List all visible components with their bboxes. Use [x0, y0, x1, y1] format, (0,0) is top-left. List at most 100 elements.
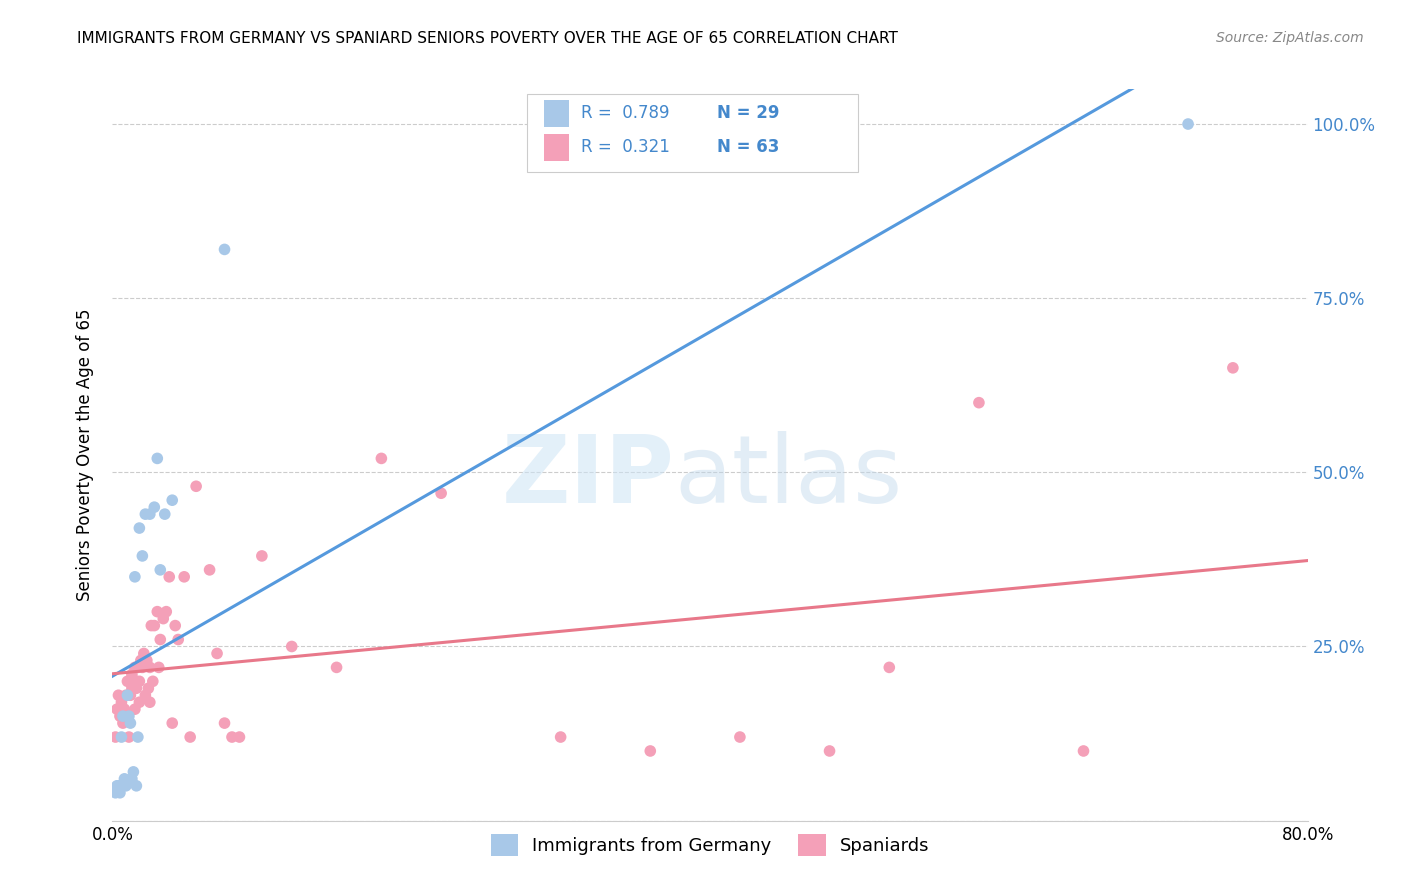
Point — [1222, 360, 1244, 375]
Point — [128, 674, 150, 689]
Point — [108, 786, 131, 800]
Point — [110, 779, 132, 793]
Y-axis label: Seniors Poverty Over the Age of 65: Seniors Poverty Over the Age of 65 — [76, 309, 94, 601]
Point — [550, 730, 572, 744]
Point — [107, 779, 129, 793]
Point — [124, 660, 146, 674]
Point — [139, 660, 162, 674]
Point — [155, 605, 177, 619]
Point — [138, 681, 160, 696]
Point — [129, 653, 152, 667]
Point — [132, 647, 155, 661]
Point — [122, 674, 145, 689]
Point — [728, 730, 751, 744]
Point — [228, 730, 250, 744]
Point — [128, 521, 150, 535]
Point — [139, 507, 162, 521]
Point — [120, 688, 142, 702]
Point — [167, 632, 190, 647]
Point — [117, 674, 139, 689]
Point — [111, 779, 134, 793]
Point — [250, 549, 273, 563]
Point — [135, 653, 157, 667]
Point — [214, 716, 236, 731]
Point — [121, 681, 143, 696]
Point — [114, 702, 135, 716]
Point — [120, 716, 142, 731]
Point — [146, 605, 169, 619]
Point — [105, 702, 128, 716]
Text: atlas: atlas — [675, 431, 903, 523]
Point — [186, 479, 208, 493]
Point — [131, 549, 153, 563]
Point — [370, 451, 392, 466]
Text: N = 29: N = 29 — [717, 104, 779, 122]
Point — [142, 674, 165, 689]
Point — [143, 618, 166, 632]
Point — [141, 618, 163, 632]
Point — [117, 688, 139, 702]
Point — [124, 702, 146, 716]
Point — [131, 660, 153, 674]
Point — [879, 660, 901, 674]
Point — [120, 674, 142, 689]
Point — [121, 667, 143, 681]
Point — [128, 695, 150, 709]
Point — [125, 681, 148, 696]
Point — [165, 618, 187, 632]
Point — [110, 695, 132, 709]
Point — [179, 730, 201, 744]
Point — [139, 695, 162, 709]
Legend: Immigrants from Germany, Spaniards: Immigrants from Germany, Spaniards — [484, 826, 936, 863]
Text: IMMIGRANTS FROM GERMANY VS SPANIARD SENIORS POVERTY OVER THE AGE OF 65 CORRELATI: IMMIGRANTS FROM GERMANY VS SPANIARD SENI… — [77, 31, 898, 46]
Point — [118, 730, 141, 744]
Point — [134, 688, 156, 702]
Point — [430, 486, 453, 500]
Point — [640, 744, 662, 758]
Point — [153, 507, 176, 521]
Point — [110, 730, 132, 744]
Point — [281, 640, 304, 654]
Point — [967, 395, 990, 409]
Point — [125, 674, 148, 689]
Point — [149, 563, 172, 577]
Point — [214, 243, 236, 257]
Point — [111, 716, 134, 731]
Text: ZIP: ZIP — [502, 431, 675, 523]
Point — [152, 612, 174, 626]
Point — [162, 716, 183, 731]
Point — [107, 688, 129, 702]
Point — [205, 647, 228, 661]
Point — [198, 563, 221, 577]
Point — [1073, 744, 1095, 758]
Point — [114, 772, 135, 786]
Text: R =  0.321: R = 0.321 — [581, 138, 669, 156]
Point — [1177, 117, 1199, 131]
Point — [105, 779, 128, 793]
Point — [162, 493, 183, 508]
Point — [104, 730, 127, 744]
Point — [122, 764, 145, 779]
Point — [115, 688, 138, 702]
Point — [134, 507, 156, 521]
Point — [149, 632, 172, 647]
Point — [118, 709, 141, 723]
Text: R =  0.789: R = 0.789 — [581, 104, 669, 122]
Point — [173, 570, 195, 584]
Point — [111, 709, 134, 723]
Text: N = 63: N = 63 — [717, 138, 779, 156]
Point — [146, 451, 169, 466]
Point — [124, 570, 146, 584]
Point — [115, 779, 138, 793]
Point — [104, 786, 127, 800]
Text: Source: ZipAtlas.com: Source: ZipAtlas.com — [1216, 31, 1364, 45]
Point — [143, 500, 166, 515]
Point — [121, 772, 143, 786]
Point — [127, 660, 149, 674]
Point — [221, 730, 243, 744]
Point — [108, 709, 131, 723]
Point — [325, 660, 347, 674]
Point — [157, 570, 180, 584]
Point — [148, 660, 170, 674]
Point — [818, 744, 841, 758]
